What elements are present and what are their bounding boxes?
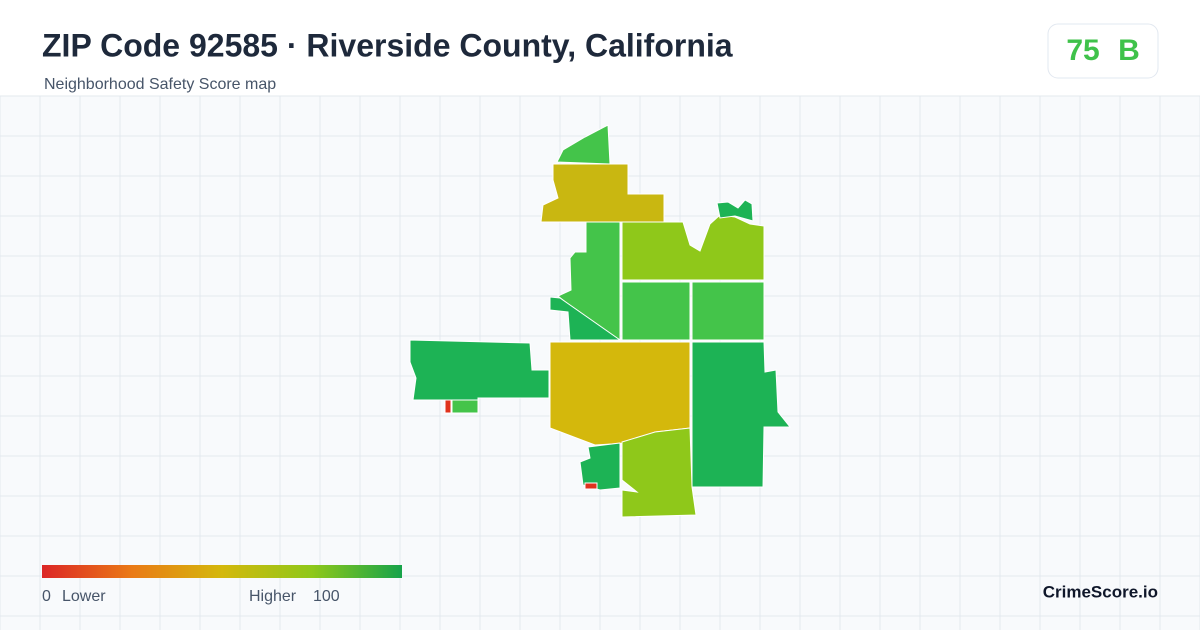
area — [549, 296, 622, 341]
legend-max: 100 — [313, 588, 340, 605]
grid — [0, 96, 1200, 630]
area — [621, 427, 697, 518]
area — [557, 221, 621, 341]
legend-gradient — [42, 565, 402, 578]
area — [549, 341, 691, 446]
score-value: 75 — [1066, 34, 1099, 67]
legend-min: 0 — [42, 588, 51, 605]
area — [444, 399, 452, 414]
area — [621, 281, 691, 341]
score-grade: B — [1118, 34, 1140, 67]
map — [409, 124, 792, 518]
title: ZIP Code 92585 · Riverside County, Calif… — [42, 27, 733, 63]
area — [691, 281, 765, 341]
area — [451, 399, 479, 414]
area — [584, 482, 598, 490]
area — [691, 341, 792, 488]
brand: CrimeScore.io — [1043, 582, 1158, 601]
legend-max-label: Higher — [249, 588, 297, 605]
header-band — [0, 0, 1200, 96]
area — [716, 199, 754, 222]
score-box — [1047, 23, 1159, 79]
subtitle: Neighborhood Safety Score map — [44, 76, 276, 93]
legend-min-label: Lower — [62, 588, 106, 605]
